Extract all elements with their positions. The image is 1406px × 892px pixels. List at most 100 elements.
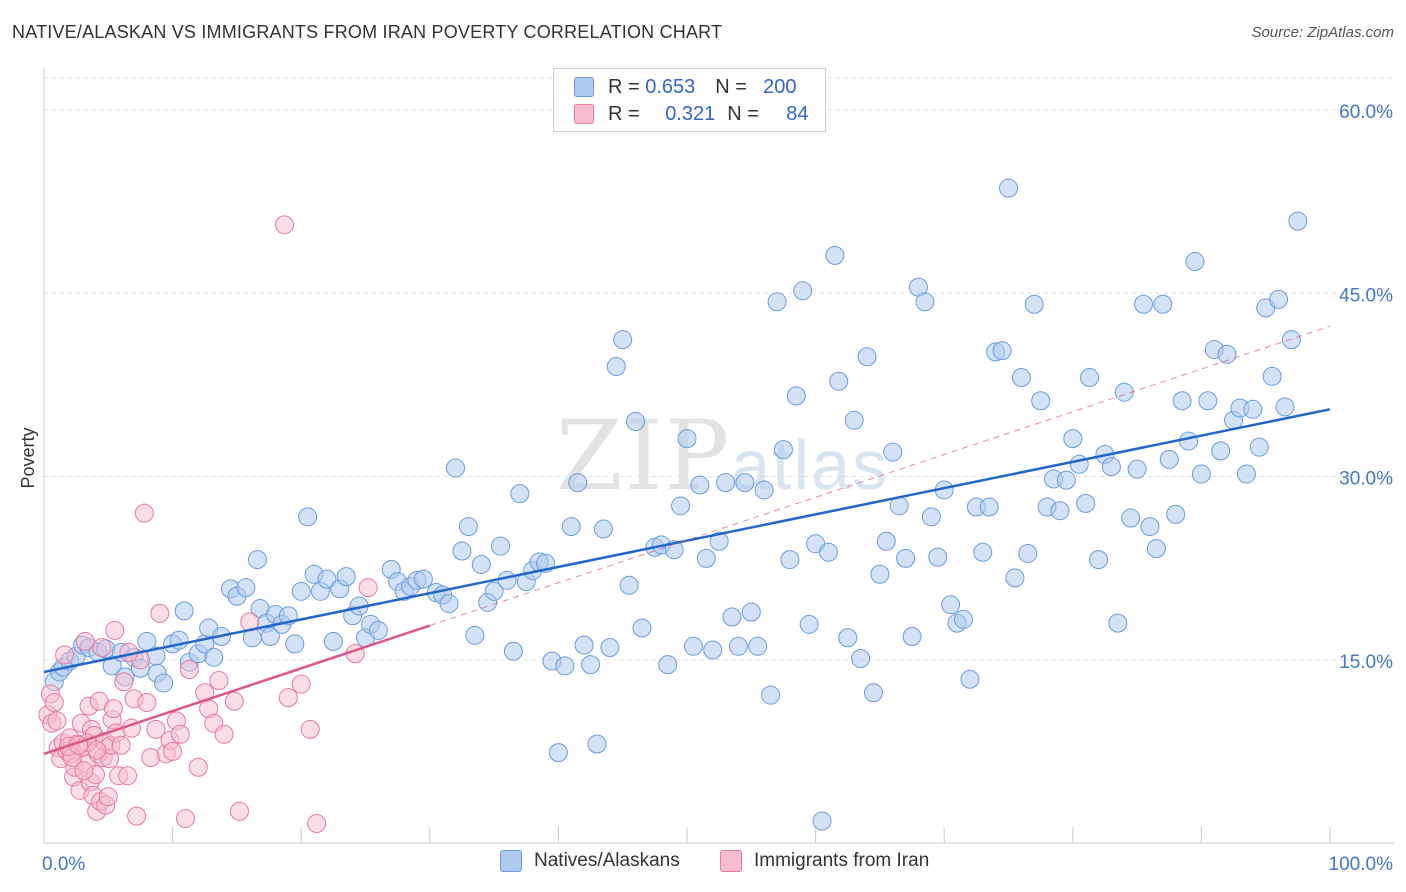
point-natives: [722, 607, 742, 627]
trend-lines: [43, 325, 1331, 756]
legend-item-iran[interactable]: Immigrants from Iran: [720, 850, 929, 872]
point-iran: [87, 740, 107, 760]
trend-line-iran: [43, 624, 431, 756]
point-natives: [1011, 368, 1031, 388]
point-iran: [141, 747, 161, 767]
point-iran: [307, 813, 327, 833]
point-natives: [703, 640, 723, 660]
point-natives: [677, 429, 697, 449]
point-natives: [1018, 543, 1038, 563]
point-natives: [1063, 429, 1083, 449]
point-natives: [503, 641, 523, 661]
point-natives: [1121, 508, 1141, 528]
point-natives: [876, 531, 896, 551]
point-natives: [696, 548, 716, 568]
point-natives: [812, 811, 832, 831]
point-natives: [1288, 211, 1308, 231]
point-natives: [960, 669, 980, 689]
point-natives: [323, 631, 343, 651]
point-natives: [236, 578, 256, 598]
legend-row-natives: R = 0.653 N = 200: [574, 75, 797, 99]
point-natives: [1179, 431, 1199, 451]
point-natives: [690, 475, 710, 495]
point-iran: [175, 809, 195, 829]
point-natives: [491, 536, 511, 556]
point-natives: [368, 620, 388, 640]
point-iran: [163, 741, 183, 761]
point-iran: [137, 693, 157, 713]
point-natives: [1140, 517, 1160, 537]
point-natives: [291, 581, 311, 601]
point-natives: [780, 550, 800, 570]
point-natives: [1146, 539, 1166, 559]
point-natives: [568, 473, 588, 493]
point-natives: [851, 649, 871, 669]
point-natives: [458, 517, 478, 537]
y-tick-label: 60.0%: [1339, 102, 1393, 123]
point-natives: [825, 245, 845, 265]
tick-labels: 15.0% 30.0% 45.0% 60.0% 0.0% 100.0%: [42, 102, 1393, 875]
point-natives: [793, 281, 813, 301]
point-natives: [1050, 501, 1070, 521]
point-natives: [1101, 457, 1121, 477]
point-natives: [818, 542, 838, 562]
point-natives: [728, 636, 748, 656]
point-natives: [561, 517, 581, 537]
point-natives: [928, 547, 948, 567]
point-natives: [619, 575, 639, 595]
point-natives: [1153, 294, 1173, 314]
legend-swatch-iran: [720, 850, 742, 872]
point-natives: [510, 484, 530, 504]
point-natives: [741, 602, 761, 622]
point-natives: [1172, 391, 1192, 411]
y-tick-label: 30.0%: [1339, 469, 1393, 490]
point-natives: [587, 734, 607, 754]
point-natives: [154, 673, 174, 693]
point-natives: [555, 656, 575, 676]
legend-r-label: R =: [608, 102, 640, 125]
point-natives: [870, 564, 890, 584]
axes: [43, 68, 1394, 844]
point-natives: [1024, 294, 1044, 314]
chart-title: NATIVE/ALASKAN VS IMMIGRANTS FROM IRAN P…: [12, 22, 723, 42]
point-natives: [600, 638, 620, 658]
point-iran: [103, 699, 123, 719]
point-natives: [413, 569, 433, 589]
point-iran: [209, 671, 229, 691]
y-tick-label: 15.0%: [1339, 652, 1393, 673]
grid-lines: [44, 77, 1394, 661]
point-iran: [170, 724, 190, 744]
trend-line-natives: [43, 408, 1331, 674]
point-iran: [118, 766, 138, 786]
point-natives: [915, 292, 935, 312]
point-iran: [146, 719, 166, 739]
point-iran: [300, 719, 320, 739]
point-natives: [921, 507, 941, 527]
legend-item-natives[interactable]: Natives/Alaskans: [500, 850, 680, 872]
point-natives: [1080, 368, 1100, 388]
point-natives: [548, 743, 568, 763]
point-natives: [204, 647, 224, 667]
point-natives: [799, 614, 819, 634]
point-iran: [224, 691, 244, 711]
point-iran: [55, 645, 75, 665]
point-natives: [574, 635, 594, 655]
point-natives: [844, 410, 864, 430]
point-natives: [626, 412, 646, 432]
point-iran: [150, 603, 170, 623]
natives-points: [44, 178, 1308, 831]
point-iran: [114, 672, 134, 692]
point-natives: [773, 440, 793, 460]
point-natives: [497, 570, 517, 590]
point-natives: [941, 595, 961, 615]
point-natives: [593, 519, 613, 539]
point-natives: [452, 541, 472, 561]
iran-points: [38, 215, 378, 833]
point-natives: [1243, 399, 1263, 419]
legend-swatch-iran: [574, 104, 594, 124]
legend-r-label: R =: [608, 75, 640, 98]
point-natives: [658, 655, 678, 675]
point-natives: [716, 473, 736, 493]
legend-r-value: 0.321: [665, 102, 716, 125]
